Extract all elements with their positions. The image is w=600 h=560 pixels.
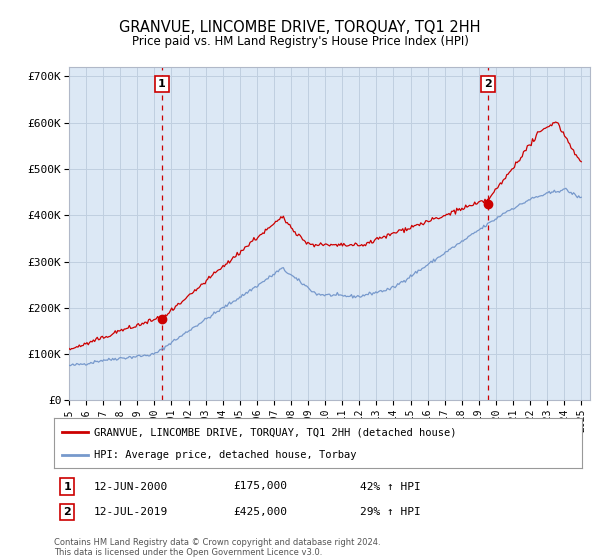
Text: Contains HM Land Registry data © Crown copyright and database right 2024.
This d: Contains HM Land Registry data © Crown c… xyxy=(54,538,380,557)
Text: HPI: Average price, detached house, Torbay: HPI: Average price, detached house, Torb… xyxy=(94,450,356,460)
Text: 12-JUN-2000: 12-JUN-2000 xyxy=(94,482,168,492)
Text: GRANVUE, LINCOMBE DRIVE, TORQUAY, TQ1 2HH (detached house): GRANVUE, LINCOMBE DRIVE, TORQUAY, TQ1 2H… xyxy=(94,427,456,437)
Text: Price paid vs. HM Land Registry's House Price Index (HPI): Price paid vs. HM Land Registry's House … xyxy=(131,35,469,48)
Text: GRANVUE, LINCOMBE DRIVE, TORQUAY, TQ1 2HH: GRANVUE, LINCOMBE DRIVE, TORQUAY, TQ1 2H… xyxy=(119,20,481,35)
Text: 12-JUL-2019: 12-JUL-2019 xyxy=(94,507,168,517)
Text: £425,000: £425,000 xyxy=(233,507,287,517)
Text: 2: 2 xyxy=(484,79,492,89)
Text: £175,000: £175,000 xyxy=(233,482,287,492)
Text: 42% ↑ HPI: 42% ↑ HPI xyxy=(360,482,421,492)
Text: 29% ↑ HPI: 29% ↑ HPI xyxy=(360,507,421,517)
Text: 1: 1 xyxy=(158,79,166,89)
Text: 2: 2 xyxy=(64,507,71,517)
Text: 1: 1 xyxy=(64,482,71,492)
